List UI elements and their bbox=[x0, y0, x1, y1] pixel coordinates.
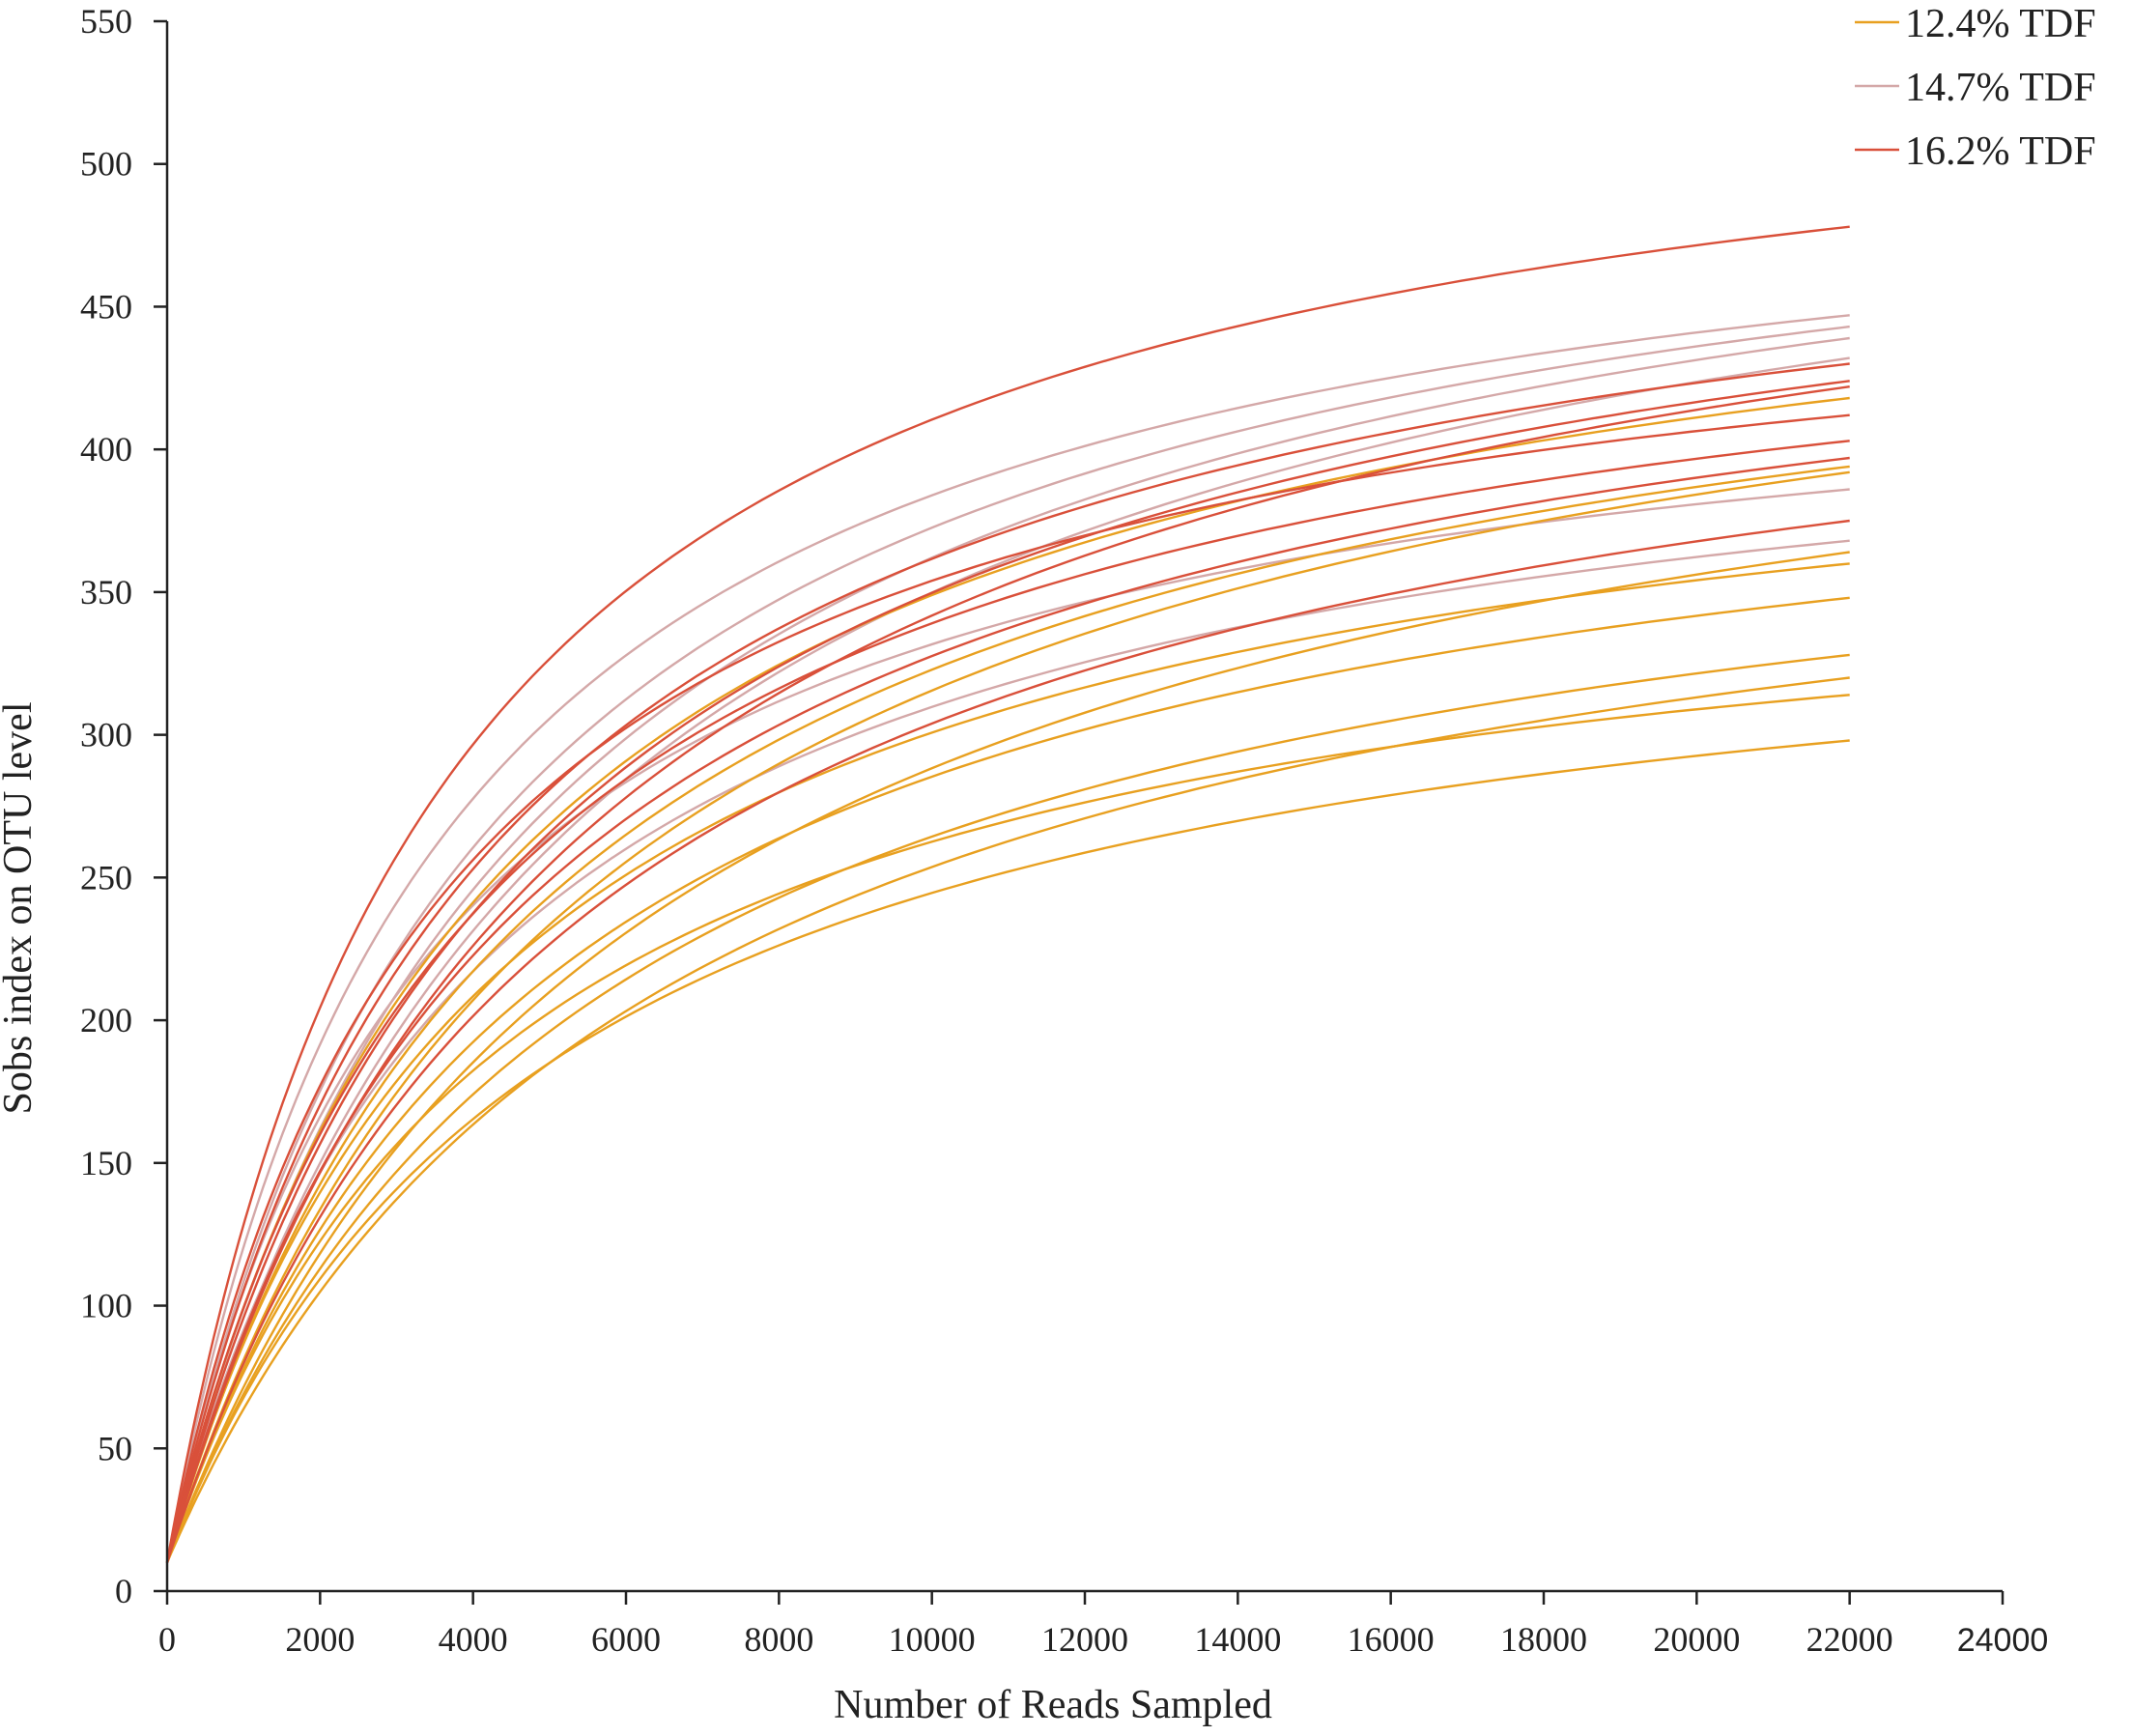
y-axis-ticks: 0 50 100 150 200 250 300 350 400 450 500 550 bbox=[80, 2, 167, 1610]
series-line-12-4-tdf bbox=[165, 562, 1850, 1563]
series-line-16-2-tdf bbox=[165, 362, 1850, 1563]
series-line-12-4-tdf bbox=[165, 551, 1850, 1563]
y-tick-label: 150 bbox=[80, 1144, 132, 1182]
x-tick-label: 18000 bbox=[1500, 1620, 1587, 1659]
series-line-16-2-tdf bbox=[165, 380, 1850, 1563]
series-line-12-4-tdf bbox=[165, 596, 1850, 1563]
x-axis-title: Number of Reads Sampled bbox=[834, 1683, 1272, 1727]
series-line-16-2-tdf bbox=[165, 519, 1850, 1563]
series-line-12-4-tdf bbox=[165, 739, 1850, 1563]
series-line-16-2-tdf bbox=[165, 456, 1850, 1563]
legend-label: 12.4% TDF bbox=[1905, 2, 2096, 46]
x-axis-ticks: 0 2000 4000 6000 8000 10000 12000 14000 16000 180… bbox=[158, 1591, 2048, 1659]
y-tick-label: 300 bbox=[80, 716, 132, 754]
series-line-12-4-tdf bbox=[165, 694, 1850, 1563]
y-tick-label: 250 bbox=[80, 858, 132, 896]
series-line-14-7-tdf bbox=[165, 336, 1850, 1563]
curves-layer bbox=[165, 225, 1850, 1563]
x-tick-label: 0 bbox=[158, 1620, 176, 1659]
x-tick-label: 6000 bbox=[591, 1620, 661, 1659]
series-line-16-2-tdf bbox=[165, 225, 1850, 1563]
legend-label: 14.7% TDF bbox=[1905, 66, 2096, 110]
series-line-16-2-tdf bbox=[165, 440, 1850, 1563]
x-tick-label: 24000 bbox=[1957, 1622, 2049, 1659]
series-line-12-4-tdf bbox=[165, 470, 1850, 1563]
x-tick-label: 14000 bbox=[1194, 1620, 1281, 1659]
legend: 12.4% TDF 14.7% TDF 16.2% TDF bbox=[1855, 2, 2096, 174]
series-line-14-7-tdf bbox=[165, 314, 1850, 1563]
y-tick-label: 200 bbox=[80, 1001, 132, 1039]
series-line-14-7-tdf bbox=[165, 488, 1850, 1563]
series-line-12-4-tdf bbox=[165, 653, 1850, 1563]
x-tick-label: 20000 bbox=[1653, 1620, 1740, 1659]
y-tick-label: 50 bbox=[98, 1429, 132, 1467]
x-tick-label: 10000 bbox=[889, 1620, 976, 1659]
y-tick-label: 350 bbox=[80, 573, 132, 612]
legend-label: 16.2% TDF bbox=[1905, 129, 2096, 174]
y-tick-label: 450 bbox=[80, 287, 132, 326]
x-tick-label: 2000 bbox=[285, 1620, 355, 1659]
x-tick-label: 16000 bbox=[1348, 1620, 1435, 1659]
y-axis-title: Sobs index on OTU level bbox=[0, 702, 41, 1115]
series-line-14-7-tdf bbox=[165, 539, 1850, 1563]
x-tick-label: 22000 bbox=[1806, 1620, 1893, 1659]
series-line-16-2-tdf bbox=[165, 413, 1850, 1563]
y-tick-label: 550 bbox=[80, 2, 132, 41]
series-line-14-7-tdf bbox=[165, 325, 1850, 1563]
series-line-16-2-tdf bbox=[165, 385, 1850, 1563]
x-tick-label: 8000 bbox=[744, 1620, 813, 1659]
y-tick-label: 400 bbox=[80, 430, 132, 469]
y-tick-label: 0 bbox=[115, 1572, 132, 1610]
x-tick-label: 4000 bbox=[439, 1620, 508, 1659]
y-tick-label: 500 bbox=[80, 145, 132, 184]
x-tick-label: 12000 bbox=[1041, 1620, 1128, 1659]
y-tick-label: 100 bbox=[80, 1287, 132, 1325]
